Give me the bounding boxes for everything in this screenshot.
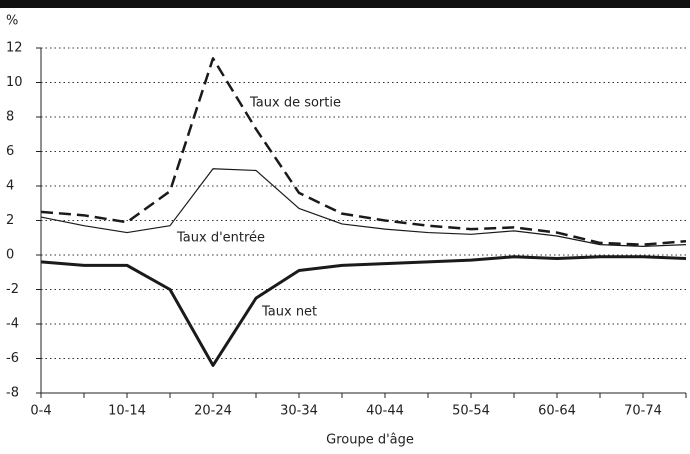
x-tick-label: 10-14 <box>108 404 146 419</box>
y-tick-label: -6 <box>6 351 19 366</box>
y-tick-label: 8 <box>6 110 14 125</box>
y-tick-label: -4 <box>6 317 19 332</box>
x-tick-label: 40-44 <box>366 404 404 419</box>
x-tick-label: 60-64 <box>538 404 576 419</box>
y-tick-label: 0 <box>6 248 14 263</box>
series-label: Taux de sortie <box>249 96 341 111</box>
y-unit-label: % <box>6 14 18 29</box>
y-tick-label: 12 <box>6 41 23 56</box>
x-tick-label: 30-34 <box>280 404 318 419</box>
x-tick-label: 70-74 <box>624 404 662 419</box>
x-tick-label: 20-24 <box>194 404 232 419</box>
y-tick-label: 4 <box>6 179 14 194</box>
y-tick-label: 6 <box>6 144 14 159</box>
x-tick-label: 50-54 <box>452 404 490 419</box>
header-bar <box>0 0 690 8</box>
y-tick-label: 2 <box>6 213 14 228</box>
y-tick-label: 10 <box>6 75 23 90</box>
series-label: Taux d'entrée <box>176 231 265 246</box>
series-line <box>40 57 687 246</box>
y-tick-label: -8 <box>6 386 19 401</box>
y-tick-label: -2 <box>6 282 19 297</box>
series-line <box>40 168 687 247</box>
x-tick-label: 0-4 <box>30 404 51 419</box>
series-label: Taux net <box>261 305 317 320</box>
x-axis-label: Groupe d'âge <box>326 433 414 448</box>
series-line <box>40 255 687 367</box>
